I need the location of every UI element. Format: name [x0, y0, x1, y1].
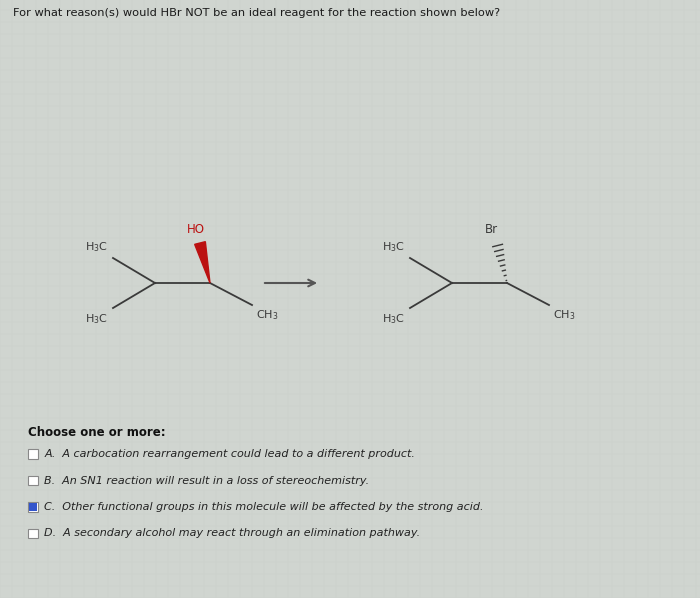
Text: Br: Br — [484, 223, 498, 236]
Text: D.  A secondary alcohol may react through an elimination pathway.: D. A secondary alcohol may react through… — [45, 529, 421, 539]
Text: For what reason(s) would HBr NOT be an ideal reagent for the reaction shown belo: For what reason(s) would HBr NOT be an i… — [13, 8, 500, 18]
Text: H$_3$C: H$_3$C — [85, 312, 108, 326]
Text: H$_3$C: H$_3$C — [382, 312, 405, 326]
Text: Choose one or more:: Choose one or more: — [28, 426, 166, 439]
Text: CH$_3$: CH$_3$ — [256, 308, 279, 322]
Bar — [28, 502, 38, 512]
Bar — [28, 529, 38, 538]
Text: C.  Other functional groups in this molecule will be affected by the strong acid: C. Other functional groups in this molec… — [45, 502, 484, 512]
Polygon shape — [195, 242, 210, 283]
Bar — [28, 476, 38, 485]
Text: HO: HO — [187, 223, 205, 236]
Text: H$_3$C: H$_3$C — [85, 240, 108, 254]
Bar — [29, 503, 37, 511]
Text: B.  An SN1 reaction will result in a loss of stereochemistry.: B. An SN1 reaction will result in a loss… — [45, 475, 370, 486]
Text: A.  A carbocation rearrangement could lead to a different product.: A. A carbocation rearrangement could lea… — [45, 449, 415, 459]
Bar — [28, 449, 38, 459]
Text: CH$_3$: CH$_3$ — [553, 308, 575, 322]
Text: H$_3$C: H$_3$C — [382, 240, 405, 254]
